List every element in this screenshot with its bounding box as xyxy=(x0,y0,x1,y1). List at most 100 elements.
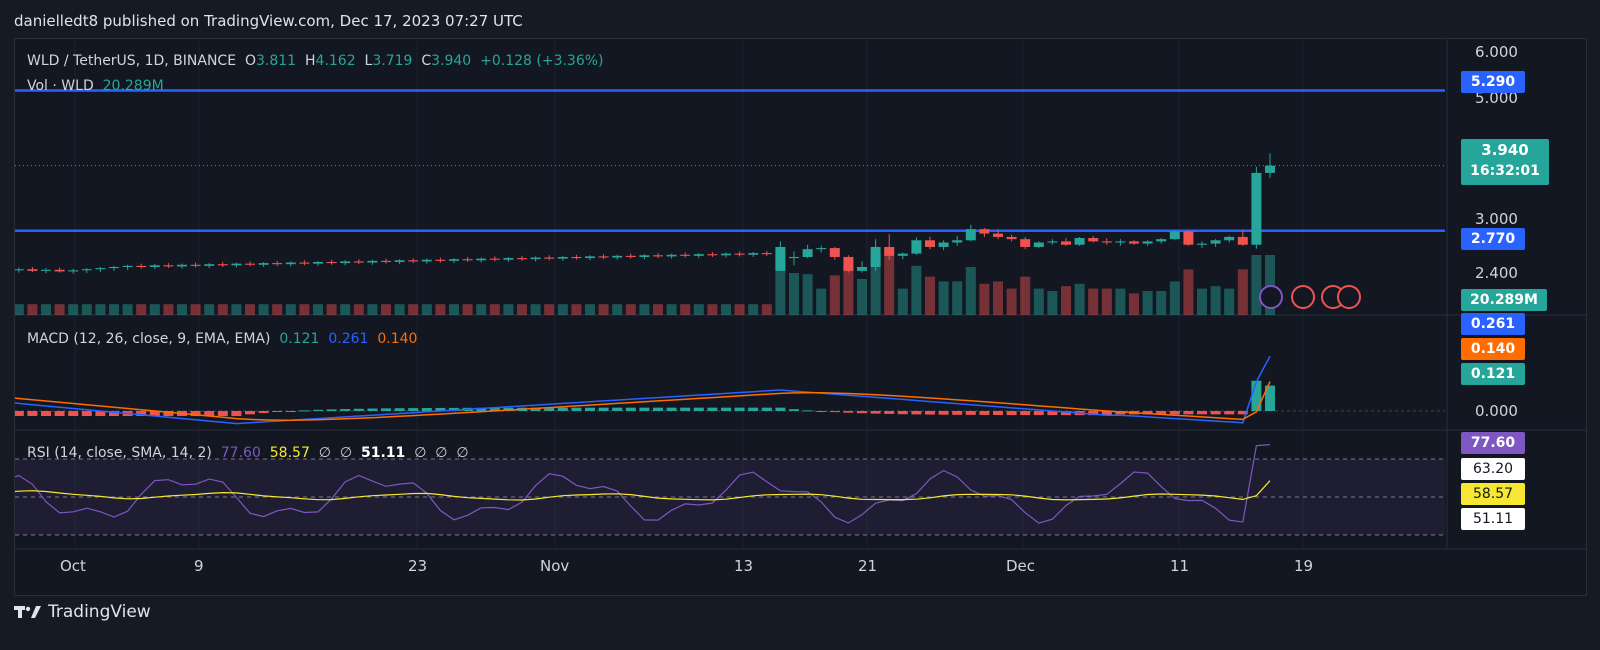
volume-bar xyxy=(925,276,935,315)
chart-frame[interactable]: WLD / TetherUS, 1D, BINANCE O3.811 H4.16… xyxy=(14,38,1587,596)
macd-histogram-bar xyxy=(843,411,854,413)
macd-histogram-bar xyxy=(435,407,446,411)
candle-body xyxy=(802,249,813,257)
macd-histogram-bar xyxy=(394,408,405,411)
footer-brand[interactable]: TradingView xyxy=(14,602,151,622)
candle-body xyxy=(1101,241,1112,243)
volume-bar xyxy=(177,304,187,315)
macd-histogram-bar xyxy=(381,408,391,411)
volume-bar xyxy=(625,304,636,315)
macd-histogram-bar xyxy=(911,411,922,415)
rsi-value: 77.60 xyxy=(220,445,261,461)
volume-bar xyxy=(299,304,310,315)
macd-histogram-bar xyxy=(1101,411,1112,416)
open-label: O xyxy=(244,53,256,69)
macd-histogram-bar xyxy=(829,411,840,413)
volume-bar xyxy=(204,304,215,315)
macd-histogram-bar xyxy=(680,407,691,411)
macd-histogram-bar xyxy=(625,407,636,411)
volume-bar xyxy=(1088,288,1099,315)
candle-body xyxy=(340,261,351,264)
macd-line-badge: 0.261 xyxy=(1461,313,1525,335)
rsi-badge: 77.60 xyxy=(1461,432,1525,454)
volume-bar xyxy=(1047,291,1058,315)
macd-histogram-bar xyxy=(1183,411,1194,415)
macd-histogram-bar xyxy=(136,411,147,417)
macd-histogram-bar xyxy=(1237,411,1248,415)
candle-body xyxy=(544,257,555,259)
candle-body xyxy=(1088,238,1099,242)
macd-histogram-bar xyxy=(340,409,351,411)
rsi-lower-band-badge: 51.11 xyxy=(1461,508,1525,530)
macd-histogram-bar xyxy=(367,408,378,411)
macd-histogram-bar xyxy=(408,408,419,411)
candle-body xyxy=(612,255,623,258)
candle-body xyxy=(272,263,283,265)
volume-bar xyxy=(68,304,79,315)
volume-bar xyxy=(109,304,119,315)
macd-histogram-bar xyxy=(938,411,949,415)
volume-bar xyxy=(979,283,990,315)
volume-bar xyxy=(680,304,691,315)
candle-body xyxy=(1006,236,1017,240)
rsi-ma-value: 58.57 xyxy=(269,445,310,461)
rsi-legend: RSI (14, close, SMA, 14, 2) 77.60 58.57 … xyxy=(27,445,469,461)
candle-body xyxy=(326,261,337,264)
macd-histogram-bar xyxy=(231,411,242,417)
volume-bar xyxy=(1237,269,1248,315)
volume-bar xyxy=(81,304,92,315)
volume-bar xyxy=(734,304,745,315)
volume-bar xyxy=(313,304,323,315)
macd-histogram-bar xyxy=(612,407,623,411)
macd-signal-line xyxy=(15,381,1271,421)
volume-label: Vol · WLD xyxy=(27,78,94,94)
high-label: H xyxy=(305,53,316,69)
macd-histogram-bar xyxy=(544,407,555,411)
macd-histogram-bar xyxy=(476,407,487,411)
candle-body xyxy=(857,266,867,271)
volume-bar xyxy=(775,255,786,315)
candle-body xyxy=(313,261,323,264)
macd-histogram-bar xyxy=(748,407,759,411)
macd-histogram-bar xyxy=(585,407,595,411)
candle-body xyxy=(653,255,663,257)
time-label-19: 19 xyxy=(1294,557,1314,575)
volume-bar xyxy=(503,304,514,315)
macd-histogram-bar xyxy=(1047,411,1058,416)
volume-bar xyxy=(653,304,663,315)
time-label-23: 23 xyxy=(408,557,428,575)
candle-body xyxy=(435,259,446,261)
candle-body xyxy=(1074,238,1085,245)
volume-bar xyxy=(761,304,772,315)
volume-bar xyxy=(381,304,391,315)
volume-bar xyxy=(843,265,854,315)
volume-bar xyxy=(585,304,595,315)
close-value: 3.940 xyxy=(431,53,472,69)
macd-histogram-bar xyxy=(313,409,323,411)
candle-body xyxy=(245,263,255,265)
open-value: 3.811 xyxy=(256,53,297,69)
chart-canvas[interactable] xyxy=(15,39,1586,595)
candle-body xyxy=(625,255,636,257)
macd-histogram-bar xyxy=(1251,380,1262,411)
volume-bar xyxy=(557,304,568,315)
macd-histogram-bar xyxy=(925,411,935,415)
macd-histogram-bar xyxy=(54,411,65,417)
volume-bar xyxy=(897,288,908,315)
main-legend: WLD / TetherUS, 1D, BINANCE O3.811 H4.16… xyxy=(27,53,604,69)
publisher-line: danielledt8 published on TradingView.com… xyxy=(14,12,523,30)
price-tick-2: 5.000 xyxy=(1475,89,1518,107)
candle-body xyxy=(462,259,473,261)
candle-body xyxy=(299,262,310,264)
volume-bar xyxy=(1265,255,1275,315)
macd-histogram-bar xyxy=(1142,411,1153,415)
rsi-na-5: ∅ xyxy=(456,445,469,461)
macd-histogram-bar xyxy=(598,407,609,411)
macd-histogram-bar xyxy=(1033,411,1044,416)
rsi-line xyxy=(15,444,1271,524)
volume-legend: Vol · WLD 20.289M xyxy=(27,78,164,94)
volume-bar xyxy=(1183,269,1194,315)
volume-bar xyxy=(993,281,1003,315)
volume-bar xyxy=(1197,288,1207,315)
volume-bar xyxy=(884,255,895,315)
